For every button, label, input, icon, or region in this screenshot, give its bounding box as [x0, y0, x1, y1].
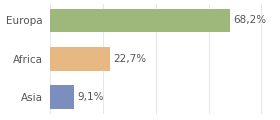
Text: 22,7%: 22,7%: [113, 54, 146, 64]
Bar: [50, 9, 230, 32]
Text: 68,2%: 68,2%: [233, 15, 266, 25]
Bar: [50, 85, 74, 109]
Text: 9,1%: 9,1%: [78, 92, 104, 102]
Bar: [50, 47, 110, 71]
